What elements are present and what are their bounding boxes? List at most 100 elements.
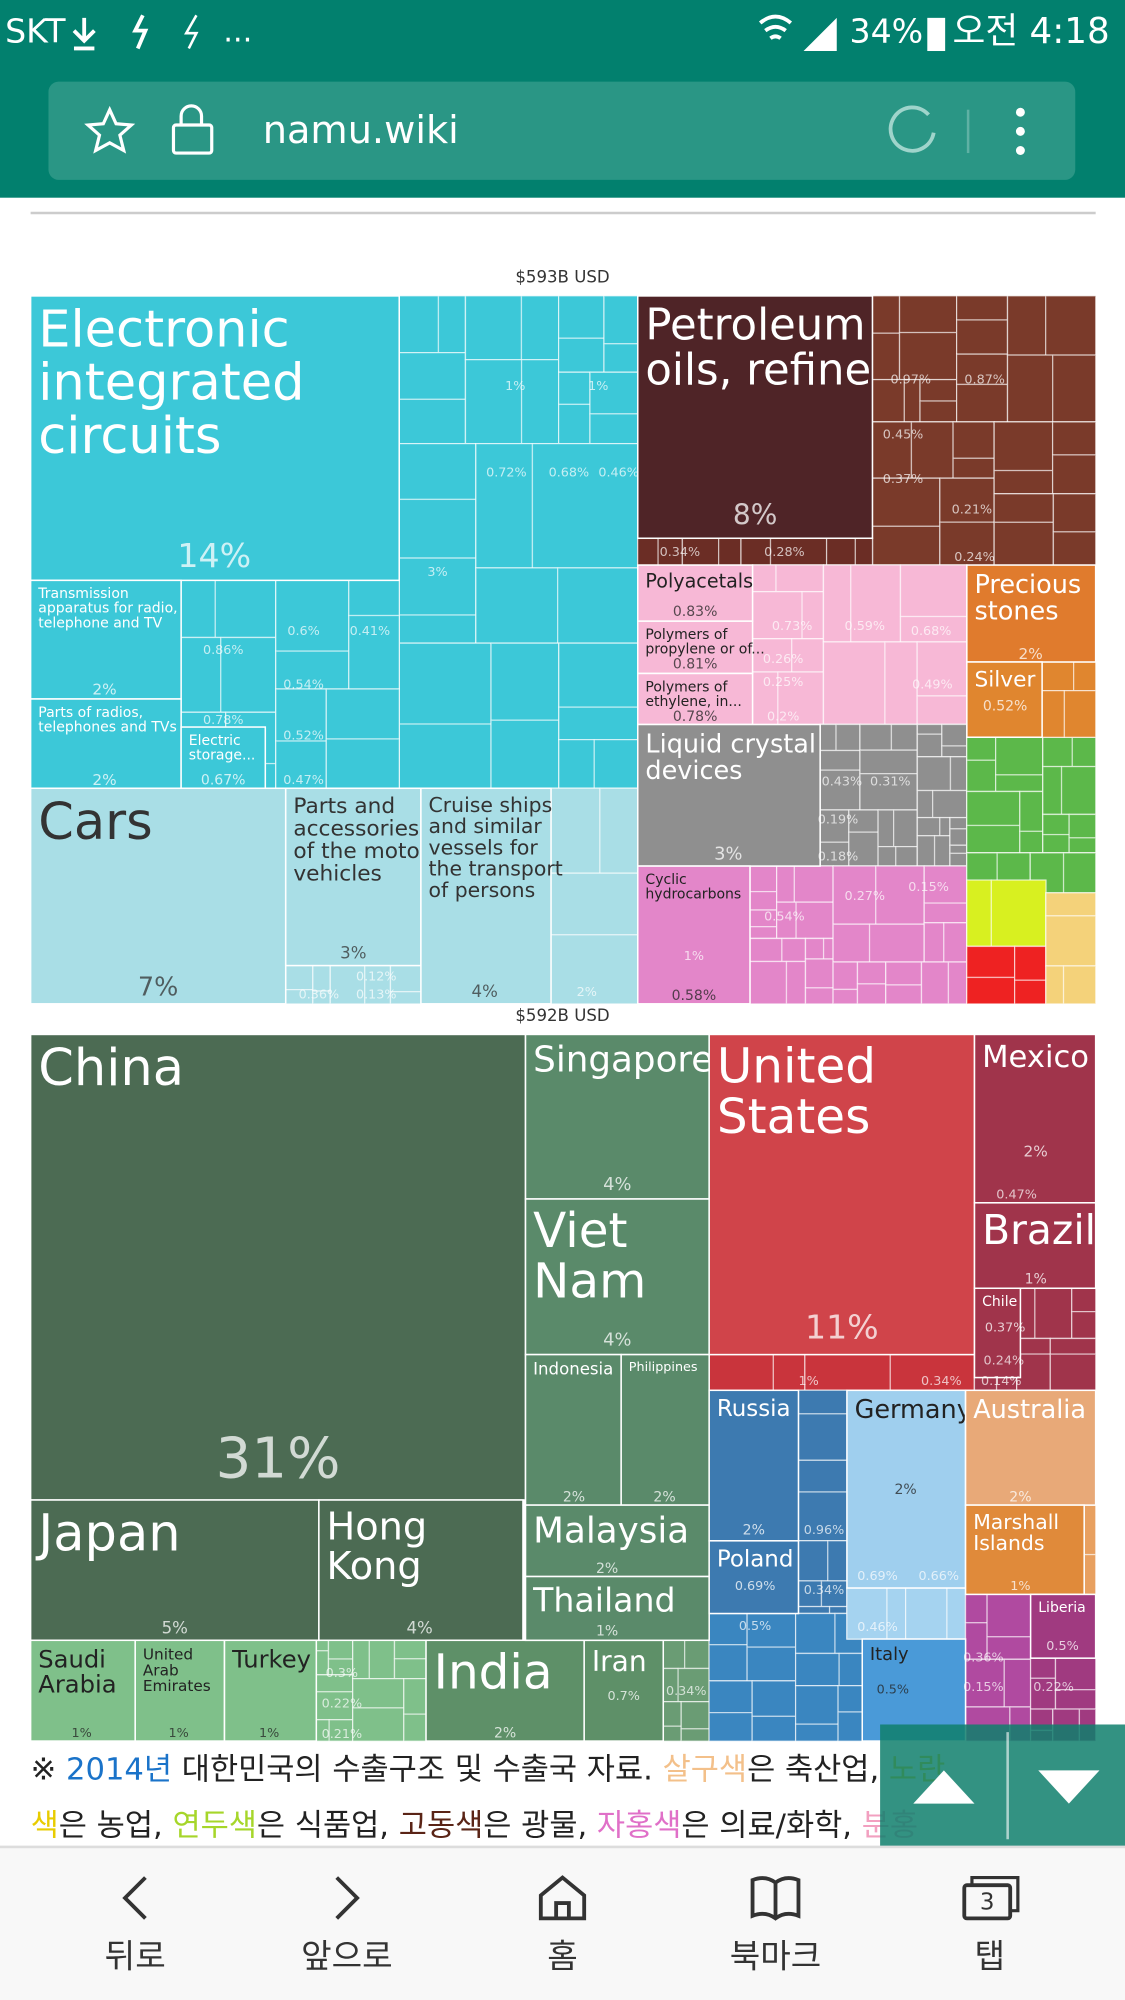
treemap-cell xyxy=(819,809,850,843)
treemap-cell xyxy=(964,1593,988,1624)
minor-label: 0.72% xyxy=(486,466,527,481)
treemap-cell xyxy=(29,1033,527,1501)
cell-label: Arabia xyxy=(38,1671,116,1699)
minor-label: 3% xyxy=(427,565,447,580)
minor-label: 0.46% xyxy=(857,1620,898,1635)
minor-label: 0.34% xyxy=(921,1374,962,1389)
treemap-cell xyxy=(943,922,968,963)
nav-label[interactable]: 탭 xyxy=(975,1936,1006,1975)
treemap-cell xyxy=(892,809,919,848)
cell-value: 1% xyxy=(596,1623,618,1639)
treemap-cell xyxy=(837,1711,863,1742)
minor-label: 0.47% xyxy=(996,1188,1037,1203)
cell-label: Polyacetals xyxy=(645,570,753,593)
treemap-cell xyxy=(919,400,958,423)
minor-label: 0.15% xyxy=(908,880,949,895)
treemap-cell xyxy=(910,421,954,479)
cell-value: 0.67% xyxy=(201,773,246,789)
treemap-cell xyxy=(785,960,807,1005)
cell-label: China xyxy=(38,1039,184,1098)
treemap-cell xyxy=(327,1639,354,1660)
treemap-cell xyxy=(620,1353,710,1506)
cell-value: 2% xyxy=(743,1523,765,1539)
treemap-cell xyxy=(558,337,605,373)
minor-label: 0.5% xyxy=(739,1619,771,1634)
treemap-cell xyxy=(751,1680,797,1717)
treemap-cell xyxy=(708,1540,800,1615)
cell-label: Australia xyxy=(973,1395,1086,1425)
treemap-cell xyxy=(956,353,1009,386)
nav-label[interactable]: 뒤로 xyxy=(105,1936,166,1975)
reload-button[interactable] xyxy=(888,105,936,153)
cell-label: ethylene, in... xyxy=(645,694,741,710)
treemap-cell xyxy=(794,1612,836,1655)
nav-label[interactable]: 홈 xyxy=(547,1936,578,1975)
cell-value: 1% xyxy=(259,1726,279,1741)
cell-value: 4% xyxy=(603,1174,631,1195)
treemap-cell xyxy=(993,469,1054,495)
treemap-cell xyxy=(856,983,887,1005)
nav-label[interactable]: 북마크 xyxy=(730,1936,822,1975)
minor-label: 0.34% xyxy=(804,1583,845,1598)
back-icon[interactable] xyxy=(122,1876,147,1920)
treemap-cell xyxy=(1068,837,1097,854)
cell-value: 4% xyxy=(406,1618,432,1637)
treemap-cell xyxy=(680,1701,710,1730)
treemap-cell xyxy=(398,352,467,400)
scroll-up[interactable] xyxy=(913,1770,975,1804)
treemap-cell xyxy=(885,984,923,1005)
treemap-cell xyxy=(29,787,287,1005)
minor-label: 0.36% xyxy=(299,987,340,1002)
treemap-cell xyxy=(794,1652,840,1687)
tabs-icon[interactable] xyxy=(962,1883,1013,1921)
treemap-cell xyxy=(947,961,968,1005)
cell-value: 2% xyxy=(563,1489,585,1505)
treemap-cell xyxy=(1014,945,1047,981)
cell-label: accessories xyxy=(293,816,419,841)
url[interactable]: namu.wiki xyxy=(263,108,459,153)
cell-label: Electric xyxy=(189,733,241,749)
cell-value: 2% xyxy=(1024,1142,1048,1160)
treemap-cell xyxy=(1052,493,1097,533)
treemap-cell xyxy=(966,945,1016,979)
minor-label: 0.34% xyxy=(666,1684,707,1699)
minor-label: 2% xyxy=(577,985,597,1000)
cell-label: Petroleum xyxy=(645,300,865,350)
scroll-buttons[interactable] xyxy=(880,1724,1125,1847)
treemap-cell xyxy=(804,937,825,960)
treemap-cell xyxy=(964,1658,1005,1708)
nav-label[interactable]: 앞으로 xyxy=(301,1936,393,1975)
minor-label: 0.68% xyxy=(911,624,952,639)
treemap-cell xyxy=(599,787,639,874)
address-bar[interactable] xyxy=(48,81,1076,180)
treemap-cell xyxy=(884,641,918,726)
bookmark-star[interactable] xyxy=(84,105,136,154)
home-icon[interactable] xyxy=(538,1875,587,1921)
treemap-cell xyxy=(749,890,778,911)
treemap-cell xyxy=(781,937,807,963)
caption-segment: 2014년 xyxy=(66,1752,172,1787)
treemap-cell xyxy=(352,1707,405,1742)
minor-label: 0.87% xyxy=(964,373,1005,388)
menu-button[interactable] xyxy=(1015,107,1025,155)
treemap-cell xyxy=(832,961,859,991)
treemap-cell xyxy=(749,926,778,940)
treemap-cell xyxy=(904,1587,948,1640)
minor-label: 1% xyxy=(799,1374,819,1389)
cell-label: stones xyxy=(974,596,1058,626)
cell-label: telephones and TVs xyxy=(38,719,177,735)
treemap-cell xyxy=(966,879,992,948)
treemap-cell xyxy=(877,809,895,848)
treemap-cell xyxy=(275,740,327,789)
treemap-cell xyxy=(325,738,400,789)
treemap-cell xyxy=(850,564,902,643)
treemap-cell xyxy=(557,567,639,644)
forward-icon[interactable] xyxy=(335,1876,360,1920)
treemap-cell xyxy=(1083,1504,1097,1556)
treemap-cell xyxy=(29,1499,320,1642)
treemap-cell xyxy=(1045,295,1097,356)
bookmarks-icon[interactable] xyxy=(750,1876,801,1921)
cell-label: apparatus for radio, xyxy=(38,601,177,617)
scroll-down[interactable] xyxy=(1038,1770,1100,1804)
